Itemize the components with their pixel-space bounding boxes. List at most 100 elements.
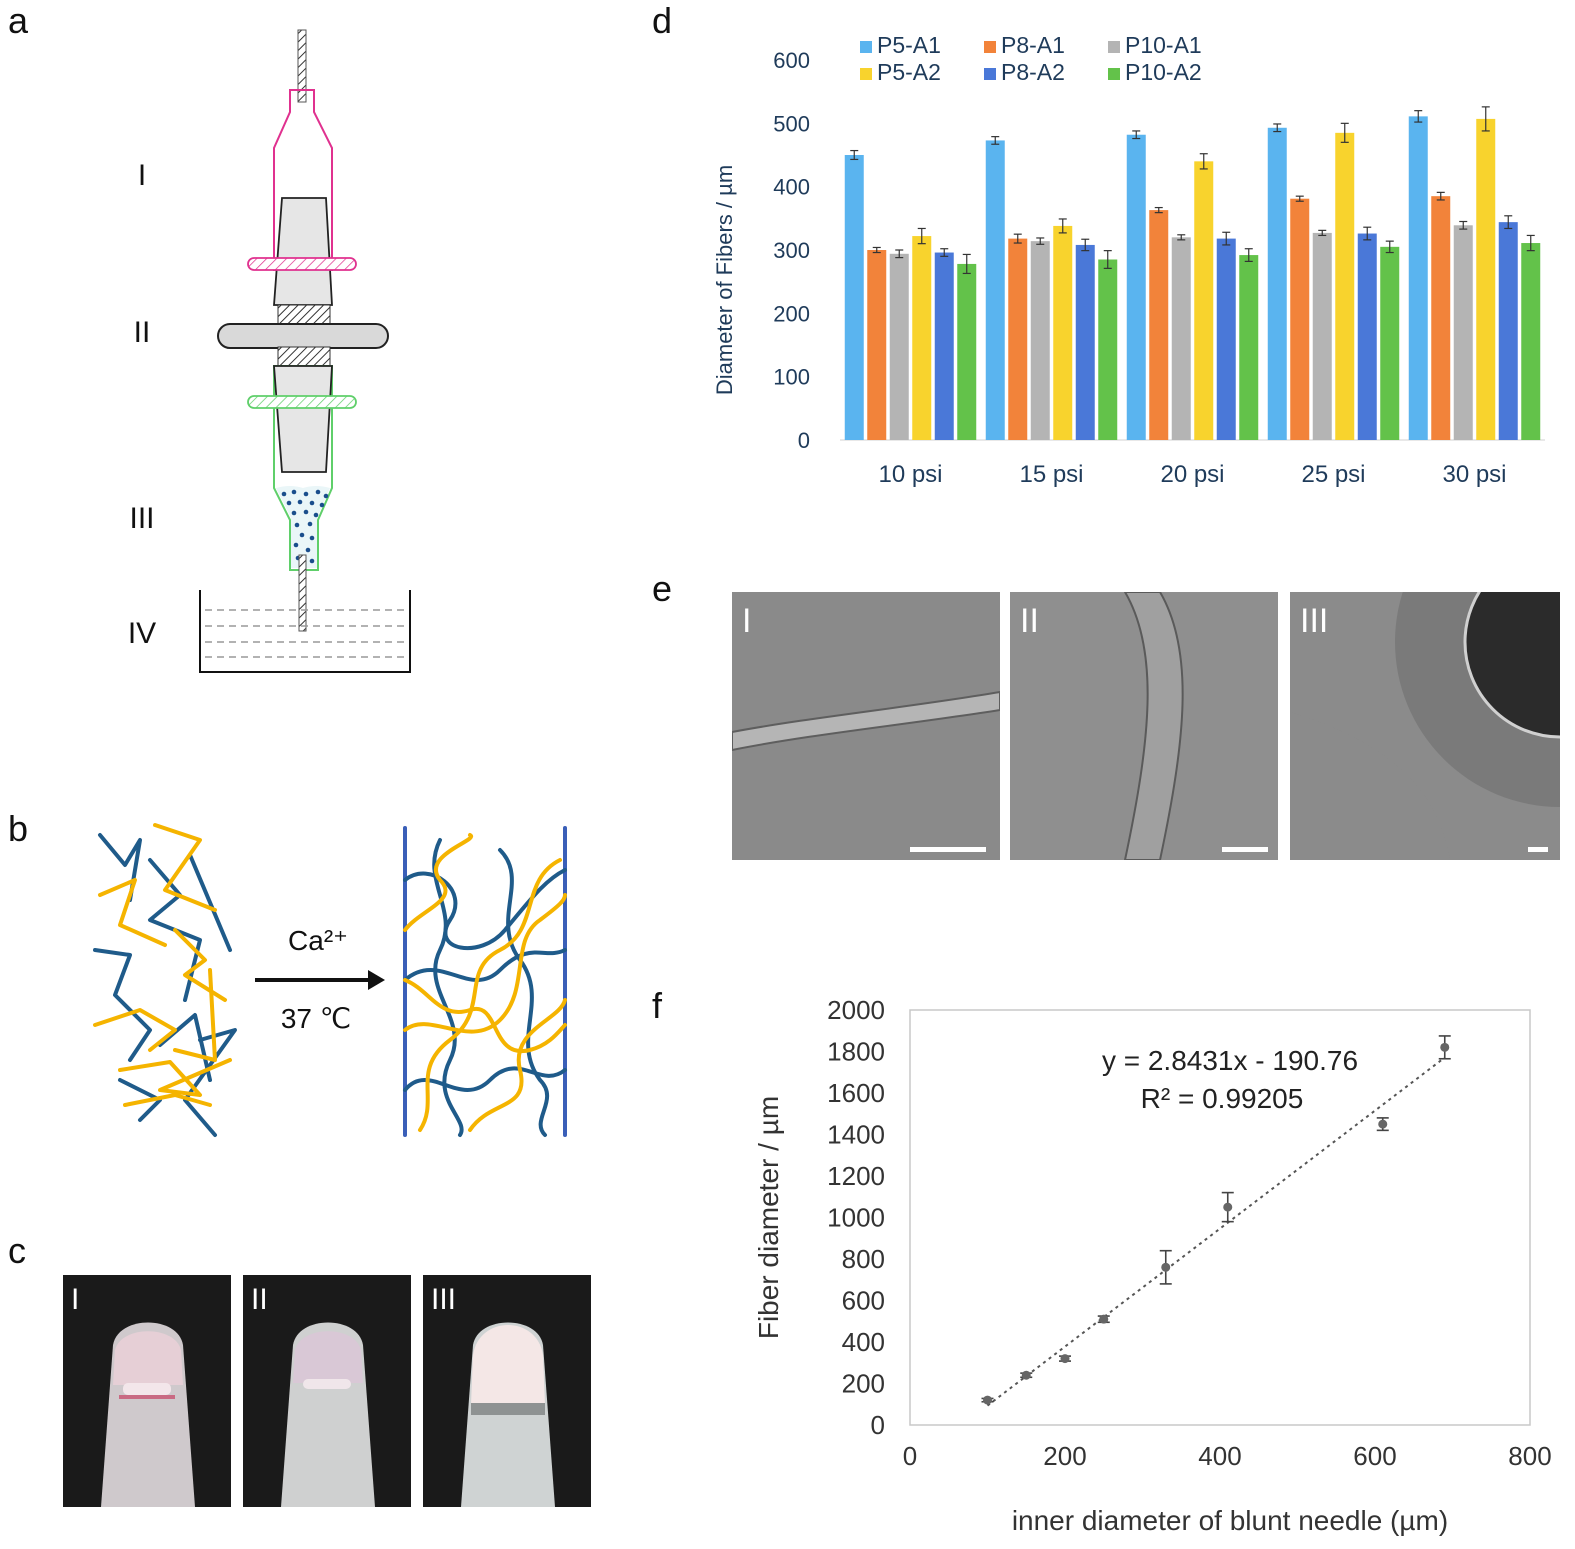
- collection-bath: [199, 590, 411, 673]
- bar: [1408, 116, 1428, 440]
- y-tick-label: 400: [773, 175, 810, 200]
- x-tick-label: 20 psi: [1160, 461, 1224, 488]
- trendline-equation: y = 2.8431x - 190.76: [1102, 1045, 1358, 1076]
- reagent-label: Ca²⁺: [288, 925, 348, 956]
- outlet-needle: [298, 554, 307, 632]
- photo-label-I: I: [71, 1283, 80, 1316]
- r-squared: R² = 0.99205: [1141, 1083, 1304, 1114]
- y-tick-label: 500: [773, 111, 810, 136]
- scale-bar-2: [1222, 847, 1268, 852]
- x-tick-label: 30 psi: [1442, 461, 1506, 488]
- bar: [1476, 118, 1496, 441]
- bar: [1521, 243, 1541, 440]
- bar: [889, 253, 909, 440]
- label-IV: IV: [128, 617, 156, 650]
- tube-image-3: [461, 1322, 555, 1507]
- y-tick-label: 200: [842, 1369, 885, 1399]
- x-tick-label: 15 psi: [1019, 461, 1083, 488]
- bar: [985, 140, 1005, 440]
- x-axis-label: inner diameter of blunt needle (µm): [1012, 1505, 1448, 1536]
- lower-clamp: [247, 395, 357, 409]
- legend-swatch: [984, 41, 996, 53]
- panel-letter-a: a: [8, 0, 29, 41]
- y-tick-label: 1400: [827, 1120, 885, 1150]
- bar: [1008, 238, 1028, 440]
- y-tick-label: 2000: [827, 995, 885, 1025]
- bar: [1194, 161, 1214, 441]
- y-axis-label: Diameter of Fibers / µm: [712, 165, 737, 395]
- fiber-image-3: [1290, 592, 1560, 860]
- tube-photo-3: III: [423, 1275, 591, 1507]
- temperature-label: 37 ℃: [281, 1003, 351, 1034]
- data-point: [1223, 1202, 1233, 1212]
- micro-label-III: III: [1300, 602, 1329, 640]
- micrograph-2: II: [1010, 592, 1278, 860]
- bar: [1075, 244, 1095, 440]
- scale-bar-1: [910, 847, 986, 852]
- x-tick-label: 200: [1043, 1441, 1086, 1471]
- extrusion-device-diagram: I II III IV: [128, 29, 411, 673]
- bar: [867, 250, 887, 440]
- bar: [1171, 237, 1191, 440]
- bar: [1053, 225, 1073, 440]
- upper-plug: [273, 197, 333, 306]
- legend-swatch: [860, 68, 872, 80]
- panel-letter-b: b: [8, 808, 29, 849]
- bar: [1498, 222, 1518, 440]
- panel-letter-e: e: [652, 568, 673, 609]
- y-tick-label: 1800: [827, 1037, 885, 1067]
- trendline: [986, 1056, 1446, 1407]
- bar: [1267, 127, 1287, 441]
- y-tick-label: 600: [842, 1286, 885, 1316]
- data-point: [983, 1395, 992, 1405]
- y-tick-label: 100: [773, 365, 810, 390]
- legend-label: P8-A2: [1001, 59, 1065, 85]
- cell-dots: [281, 489, 329, 564]
- bar: [957, 263, 977, 440]
- scale-bar-3: [1528, 847, 1548, 852]
- y-axis-label: Fiber diameter / µm: [753, 1096, 784, 1339]
- bar: [1335, 132, 1355, 440]
- data-point: [1161, 1262, 1171, 1272]
- fiber-image-2: [1123, 592, 1184, 860]
- legend-label: P10-A1: [1125, 32, 1202, 58]
- connector-lower: [277, 346, 331, 368]
- bar: [844, 155, 864, 440]
- bar: [934, 252, 954, 440]
- tube-photo-1: I: [63, 1275, 231, 1507]
- bar: [1149, 210, 1169, 440]
- tube-image-2: [281, 1322, 375, 1507]
- data-point: [1440, 1042, 1450, 1052]
- micro-label-I: I: [742, 602, 752, 640]
- legend-label: P8-A1: [1001, 32, 1065, 58]
- y-tick-label: 300: [773, 238, 810, 263]
- panel-letter-f: f: [652, 985, 663, 1026]
- bar: [912, 236, 932, 440]
- bar: [1357, 233, 1377, 440]
- y-tick-label: 1200: [827, 1161, 885, 1191]
- separator-plate: [217, 323, 389, 349]
- data-point: [1378, 1119, 1388, 1129]
- connector-upper: [277, 304, 331, 326]
- data-point: [1060, 1354, 1070, 1364]
- tube-photo-2: II: [243, 1275, 411, 1507]
- bar: [1030, 241, 1050, 440]
- panel-letter-d: d: [652, 0, 673, 41]
- legend-label: P5-A2: [877, 59, 941, 85]
- y-tick-label: 0: [871, 1410, 885, 1440]
- legend-swatch: [1108, 41, 1120, 53]
- bar: [1239, 255, 1259, 440]
- x-tick-label: 600: [1353, 1441, 1396, 1471]
- photo-label-II: II: [251, 1283, 268, 1316]
- tube-image-1: [101, 1322, 195, 1507]
- x-tick-label: 0: [903, 1441, 917, 1471]
- micro-label-II: II: [1020, 602, 1039, 640]
- fiber-image-1: [732, 690, 1000, 752]
- bar: [1290, 198, 1310, 440]
- y-tick-label: 1000: [827, 1203, 885, 1233]
- bar: [1453, 225, 1473, 440]
- y-tick-label: 200: [773, 301, 810, 326]
- x-tick-label: 10 psi: [878, 461, 942, 488]
- y-tick-label: 600: [773, 48, 810, 73]
- bar: [1312, 232, 1332, 440]
